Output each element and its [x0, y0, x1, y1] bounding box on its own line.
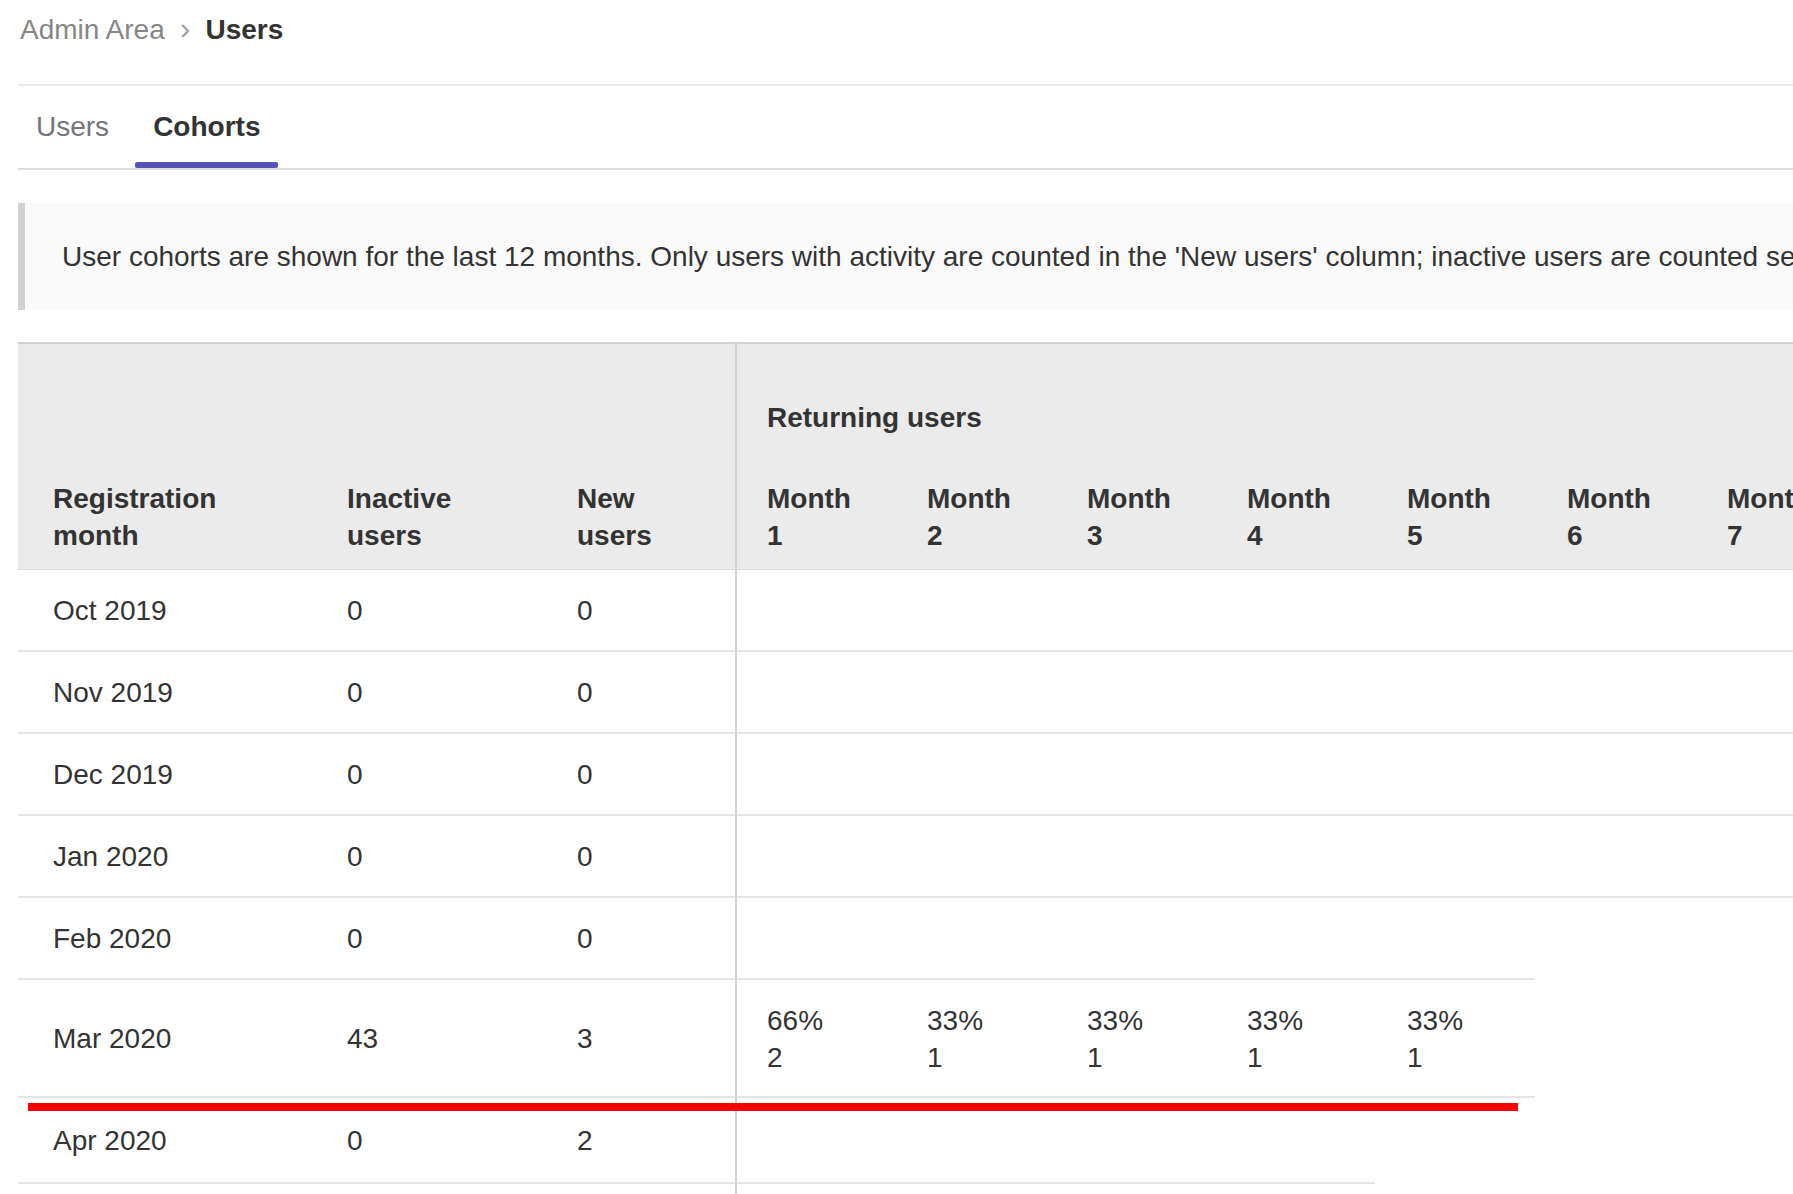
- returning-count: 1: [1087, 1039, 1215, 1076]
- col-header-registration-month: Registration month: [18, 480, 312, 554]
- cell-registration-month: Oct 2019: [18, 595, 312, 627]
- chevron-right-icon: ›: [180, 14, 191, 46]
- cell-month-4: 33% 1: [1215, 1002, 1375, 1076]
- cell-month-3: 33% 1: [1055, 1002, 1215, 1076]
- cell-inactive-users: 43: [312, 1023, 542, 1055]
- red-annotation-line: [28, 1103, 1518, 1111]
- col-header-month-6: Month 6: [1535, 480, 1695, 554]
- returning-pct: 33%: [1087, 1002, 1215, 1039]
- cell-registration-month: Apr 2020: [18, 1125, 312, 1157]
- tab-cohorts-label: Cohorts: [153, 111, 260, 143]
- table-row-jan-2020: Jan 2020 0 0: [18, 816, 1793, 898]
- table-row-dec-2019: Dec 2019 0 0: [18, 734, 1793, 816]
- returning-users-group-divider: [735, 342, 737, 1194]
- table-header: Returning users Registration month Inact…: [18, 342, 1793, 570]
- info-banner: User cohorts are shown for the last 12 m…: [18, 203, 1793, 310]
- tab-users[interactable]: Users: [18, 86, 127, 168]
- cell-inactive-users: 0: [312, 923, 542, 955]
- returning-count: 1: [1247, 1039, 1375, 1076]
- returning-count: 2: [767, 1039, 895, 1076]
- table-row-mar-2020: Mar 2020 43 3 66% 2 33% 1 33% 1 33% 1 33…: [18, 980, 1793, 1098]
- col-header-month-1: Month 1: [735, 480, 895, 554]
- cell-new-users: 0: [542, 841, 735, 873]
- col-header-month-5: Month 5: [1375, 480, 1535, 554]
- cell-month-5: 33% 1: [1375, 1002, 1535, 1076]
- cell-new-users: 2: [542, 1125, 735, 1157]
- breadcrumb: Admin Area › Users: [20, 14, 283, 46]
- cell-inactive-users: 0: [312, 1125, 542, 1157]
- cell-new-users: 0: [542, 595, 735, 627]
- row-divider: [18, 1182, 1375, 1184]
- col-header-month-7: Month 7: [1695, 480, 1793, 554]
- cell-month-1: 66% 2: [735, 1002, 895, 1076]
- cell-month-2: 33% 1: [895, 1002, 1055, 1076]
- returning-count: 1: [1407, 1039, 1535, 1076]
- table-row-nov-2019: Nov 2019 0 0: [18, 652, 1793, 734]
- tab-cohorts[interactable]: Cohorts: [135, 86, 278, 168]
- col-header-month-2: Month 2: [895, 480, 1055, 554]
- table-row-feb-2020: Feb 2020 0 0: [18, 898, 1793, 980]
- tab-users-label: Users: [36, 111, 109, 143]
- cell-new-users: 3: [542, 1023, 735, 1055]
- active-tab-indicator: [135, 162, 278, 168]
- cell-inactive-users: 0: [312, 841, 542, 873]
- column-header-row: Registration month Inactive users New us…: [18, 480, 1793, 554]
- cell-inactive-users: 0: [312, 677, 542, 709]
- table-row-oct-2019: Oct 2019 0 0: [18, 570, 1793, 652]
- returning-pct: 33%: [927, 1002, 1055, 1039]
- returning-pct: 66%: [767, 1002, 895, 1039]
- returning-count: 1: [927, 1039, 1055, 1076]
- returning-pct: 33%: [1247, 1002, 1375, 1039]
- cell-registration-month: Nov 2019: [18, 677, 312, 709]
- col-header-new-users: New users: [542, 480, 735, 554]
- admin-cohorts-page: Admin Area › Users Users Cohorts User co…: [0, 0, 1793, 1194]
- breadcrumb-current-users[interactable]: Users: [205, 14, 283, 46]
- cell-registration-month: Feb 2020: [18, 923, 312, 955]
- cell-registration-month: Jan 2020: [18, 841, 312, 873]
- cohorts-table: Returning users Registration month Inact…: [18, 342, 1793, 1194]
- breadcrumb-link-admin-area[interactable]: Admin Area: [20, 14, 165, 46]
- cell-registration-month: Dec 2019: [18, 759, 312, 791]
- col-header-month-3: Month 3: [1055, 480, 1215, 554]
- cell-new-users: 0: [542, 677, 735, 709]
- cell-inactive-users: 0: [312, 595, 542, 627]
- tab-bar: Users Cohorts: [18, 86, 1793, 170]
- cell-inactive-users: 0: [312, 759, 542, 791]
- cell-registration-month: Mar 2020: [18, 1023, 312, 1055]
- cell-new-users: 0: [542, 923, 735, 955]
- cell-new-users: 0: [542, 759, 735, 791]
- col-header-inactive-users: Inactive users: [312, 480, 542, 554]
- info-banner-text: User cohorts are shown for the last 12 m…: [62, 241, 1793, 273]
- col-header-month-4: Month 4: [1215, 480, 1375, 554]
- returning-pct: 33%: [1407, 1002, 1535, 1039]
- group-header-returning-users: Returning users: [767, 402, 982, 434]
